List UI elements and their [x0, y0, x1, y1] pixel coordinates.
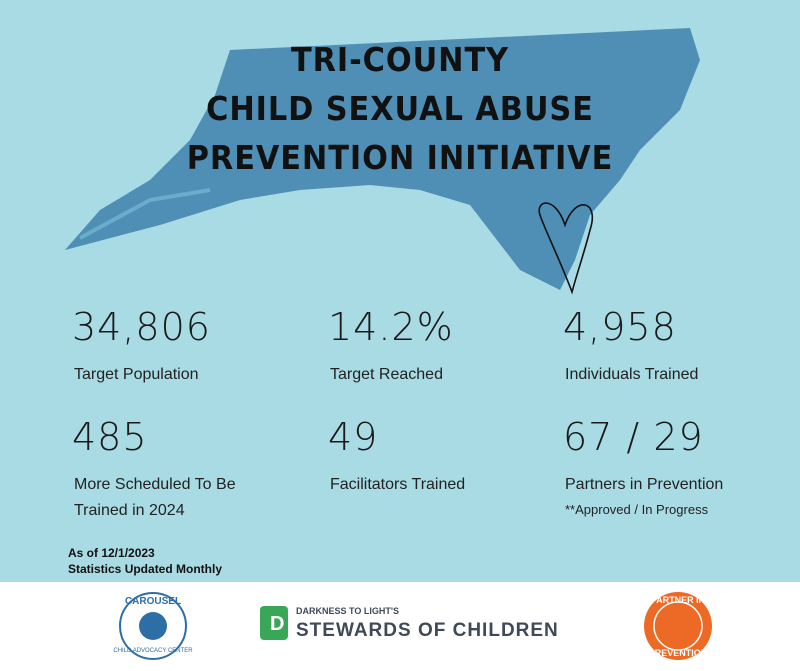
- stat-value: 49: [328, 415, 379, 459]
- update-note: Statistics Updated Monthly: [68, 562, 223, 576]
- stat-value: 67 / 29: [563, 415, 704, 459]
- stewards-logo: [260, 606, 288, 640]
- stat-value: 34,806: [72, 305, 211, 349]
- stat-label: More Scheduled To Be: [74, 476, 236, 493]
- state-map: [65, 28, 700, 290]
- logo-text: CHILD ADVOCACY CENTER: [113, 648, 193, 654]
- partner-ring: [653, 601, 703, 651]
- logo-text: CAROUSEL: [125, 596, 181, 607]
- carousel-mark: [139, 612, 167, 640]
- logo-text: DARKNESS TO LIGHT'S: [296, 606, 399, 616]
- stat-label: Target Population: [74, 366, 199, 383]
- stat-label: Trained in 2024: [74, 502, 185, 519]
- title-line: TRI-COUNTY: [290, 40, 510, 79]
- stat-note: **Approved / In Progress: [565, 502, 709, 517]
- stat-label: Facilitators Trained: [330, 476, 466, 493]
- stewards-icon: D: [270, 613, 284, 635]
- stat-value: 4,958: [563, 305, 677, 349]
- as-of: As of 12/1/2023: [68, 546, 155, 560]
- stat-value: 485: [72, 415, 148, 459]
- stat-value: 14.2%: [328, 305, 454, 349]
- map-border: [79, 188, 211, 240]
- logo-text: STEWARDS OF CHILDREN: [296, 620, 559, 641]
- title-line: CHILD SEXUAL ABUSE: [206, 89, 594, 128]
- logo-text: PARTNER IN: [651, 595, 705, 605]
- heart-doodle: [538, 202, 593, 295]
- stat-label: Target Reached: [330, 366, 443, 383]
- stat-label: Individuals Trained: [565, 366, 699, 383]
- logo-text: PREVENTION: [649, 648, 708, 658]
- stat-label: Partners in Prevention: [565, 476, 724, 493]
- title-line: PREVENTION INITIATIVE: [186, 138, 614, 177]
